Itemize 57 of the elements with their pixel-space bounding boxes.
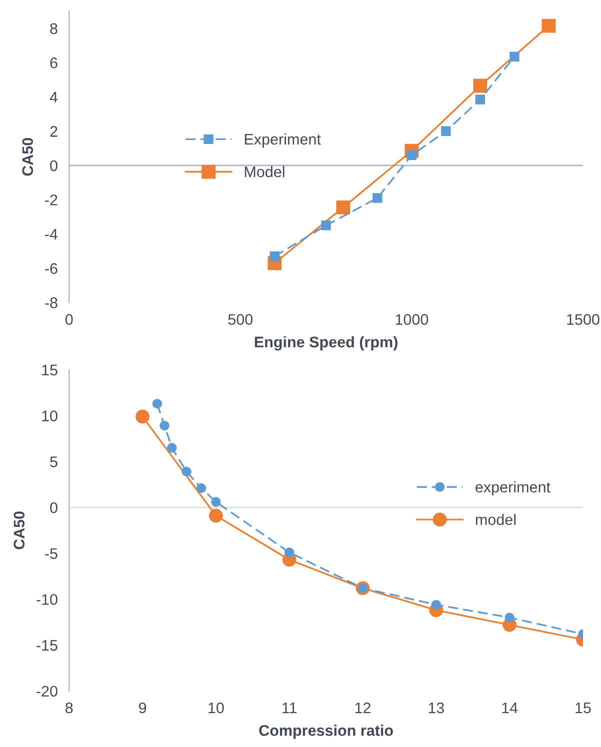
x-tick-label: 1500: [567, 314, 600, 325]
x-tick-label: 10: [208, 702, 224, 714]
y-tick-label: -6: [45, 263, 58, 274]
y-tick-label: -4: [45, 229, 58, 240]
x-tick-label: 12: [355, 702, 370, 714]
point: [336, 200, 350, 214]
x-axis-title: Engine Speed (rpm): [254, 336, 398, 351]
point: [441, 126, 451, 136]
point: [182, 466, 192, 476]
x-tick-label: 0: [65, 314, 73, 325]
point: [321, 220, 331, 230]
legend-label: model: [476, 514, 516, 526]
point: [510, 52, 520, 62]
point: [473, 78, 488, 93]
y-tick-label: 8: [50, 23, 58, 34]
x-axis-title: Compression ratio: [259, 724, 393, 739]
point: [270, 251, 280, 262]
y-tick-label: 10: [42, 410, 58, 422]
x-tick-label: 11: [282, 702, 297, 714]
y-tick-label: 15: [42, 364, 58, 376]
point: [475, 94, 486, 104]
legend-label: Experiment: [244, 133, 321, 148]
y-tick-label: 0: [50, 502, 58, 514]
y-tick-label: 0: [50, 160, 58, 172]
point: [152, 398, 162, 409]
point: [208, 508, 223, 523]
y-tick-label: 2: [50, 126, 58, 137]
point: [504, 612, 514, 622]
y-tick-label: 5: [50, 456, 58, 468]
x-tick-label: 15: [576, 702, 591, 714]
y-tick-label: -10: [36, 594, 58, 605]
y-tick-label: -2: [45, 194, 58, 206]
legend-label: Model: [244, 166, 284, 178]
point: [136, 410, 150, 424]
point: [160, 420, 170, 431]
point: [431, 600, 442, 610]
y-tick-label: 6: [50, 57, 58, 68]
point: [196, 483, 206, 494]
y-tick-label: -15: [36, 640, 58, 651]
y-tick-label: -8: [45, 297, 58, 308]
y-axis-title: CA50: [22, 138, 34, 176]
x-tick-label: 500: [228, 314, 253, 325]
y-axis-title: CA50: [14, 511, 25, 550]
x-tick-label: 8: [66, 702, 73, 714]
y-tick-label: -5: [45, 548, 58, 559]
y-tick-label: -20: [36, 686, 58, 697]
point: [167, 442, 177, 453]
x-tick-label: 14: [502, 702, 518, 714]
x-tick-label: 9: [138, 702, 146, 714]
y-tick-label: 4: [50, 92, 58, 102]
point: [211, 497, 221, 507]
legend-label: experiment: [476, 481, 550, 496]
point: [542, 18, 556, 33]
x-tick-label: 1000: [396, 314, 428, 325]
x-tick-label: 13: [428, 702, 444, 714]
point: [284, 548, 294, 558]
point: [372, 193, 382, 203]
